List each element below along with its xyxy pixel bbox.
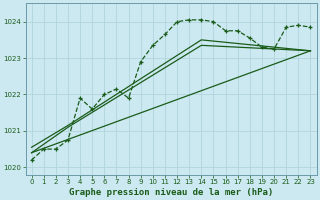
X-axis label: Graphe pression niveau de la mer (hPa): Graphe pression niveau de la mer (hPa) <box>69 188 273 197</box>
